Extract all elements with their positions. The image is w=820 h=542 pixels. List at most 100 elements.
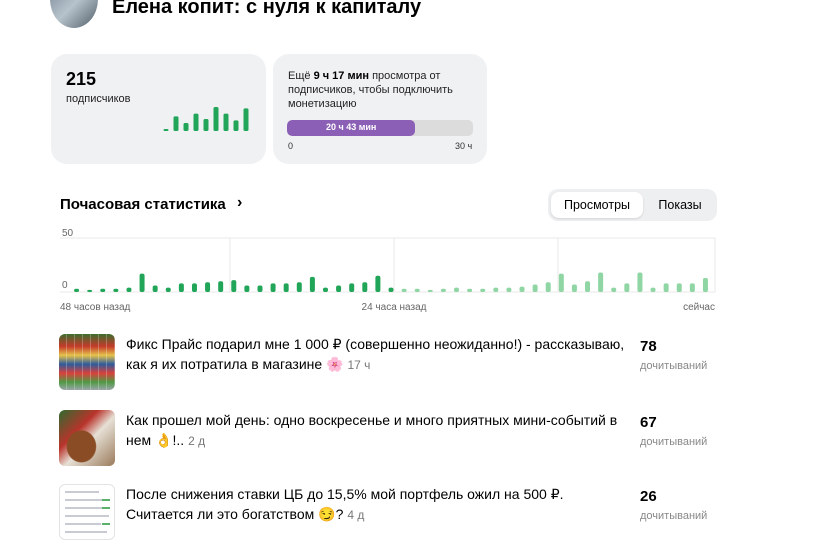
hourly-bar	[624, 283, 630, 292]
hourly-bar	[611, 287, 617, 292]
subscribers-trend-bar	[193, 113, 199, 131]
hourly-bar	[100, 288, 106, 292]
hourly-bar	[349, 283, 355, 292]
article-reads-count: 78	[640, 338, 657, 355]
hourly-bar	[244, 285, 250, 292]
hourly-bar	[231, 280, 237, 292]
hourly-bar	[493, 287, 499, 292]
subscribers-trend-bar	[173, 116, 179, 131]
article-age: 4 д	[347, 508, 365, 522]
article-reads-label: дочитываний	[640, 436, 708, 448]
monetization-progress-label: 20 ч 43 мин	[325, 122, 377, 132]
hourly-bar	[205, 282, 211, 292]
hourly-bar	[663, 283, 669, 292]
hourly-bar	[152, 285, 158, 292]
hourly-bar	[558, 273, 564, 292]
hourly-bar	[585, 281, 591, 292]
monetization-text: Ещё 9 ч 17 мин просмотра от подписчиков,…	[288, 70, 453, 110]
hourly-bar	[506, 287, 512, 292]
article-age: 2 д	[188, 434, 206, 448]
hourly-bar	[401, 288, 407, 292]
hourly-bar	[309, 276, 315, 292]
monetization-progress-fill	[287, 120, 416, 136]
hourly-bar	[113, 288, 119, 292]
monetization-progress-bar: 20 ч 43 мин	[287, 120, 473, 136]
subscribers-trend-bar	[203, 119, 209, 131]
hourly-bar	[178, 283, 184, 292]
hourly-bar	[74, 288, 80, 292]
hourly-bar	[191, 283, 197, 292]
subscribers-trend-bar	[183, 123, 189, 131]
smirk-icon: 😏	[318, 506, 336, 522]
hourly-bar	[519, 286, 525, 292]
hourly-bar	[440, 288, 446, 292]
metric-switch: Просмотры Показы	[548, 189, 717, 221]
chevron-right-icon[interactable]: ›	[237, 194, 243, 211]
article-title[interactable]: Фикс Прайс подарил мне 1 000 ₽ (совершен…	[126, 336, 625, 372]
tab-impressions[interactable]: Показы	[658, 198, 702, 212]
x-tick-label: 48 часов назад	[60, 302, 131, 313]
subscribers-card[interactable]: 215 подписчиков	[51, 54, 266, 164]
hourly-bar	[218, 281, 224, 292]
hourly-bar	[545, 282, 551, 292]
hourly-bar	[322, 287, 328, 292]
hourly-bar	[336, 285, 342, 292]
x-tick-label: 24 часа назад	[362, 302, 427, 313]
article-row[interactable]: Как прошел мой день: одно воскресенье и …	[0, 408, 820, 468]
hourly-bar	[637, 272, 643, 292]
article-thumbnail[interactable]	[59, 334, 115, 390]
subscribers-trend-bar	[243, 108, 249, 131]
y-tick-label: 50	[62, 228, 74, 239]
hourly-bar	[480, 288, 486, 292]
subscribers-count: 215	[66, 69, 97, 89]
article-reads-label: дочитываний	[640, 510, 708, 522]
hourly-bar	[532, 284, 538, 292]
article-row[interactable]: Фикс Прайс подарил мне 1 000 ₽ (совершен…	[0, 332, 820, 392]
hourly-bar	[571, 284, 577, 292]
hourly-bar	[257, 285, 263, 292]
article-title[interactable]: Как прошел мой день: одно воскресенье и …	[126, 412, 618, 448]
article-reads-count: 26	[640, 488, 657, 505]
hourly-bar	[702, 277, 708, 292]
hourly-bar	[689, 283, 695, 292]
hourly-stats-title[interactable]: Почасовая статистика	[60, 196, 226, 213]
hourly-bar	[388, 287, 394, 292]
article-row[interactable]: После снижения ставки ЦБ до 15,5% мой по…	[0, 482, 820, 542]
hourly-bar	[414, 288, 420, 292]
article-thumbnail[interactable]	[59, 484, 115, 540]
subscribers-trend-chart	[163, 107, 249, 131]
hourly-bar	[126, 287, 132, 292]
article-reads-count: 67	[640, 414, 657, 431]
hourly-bar	[454, 287, 460, 292]
article-age: 17 ч	[347, 358, 371, 372]
subscribers-trend-bar	[163, 129, 169, 131]
hourly-bar	[87, 289, 93, 292]
tab-views[interactable]: Просмотры	[551, 192, 643, 218]
hourly-bar	[296, 282, 302, 292]
subscribers-trend-bar	[223, 113, 229, 131]
channel-title: Елена копит: с нуля к капиталу	[112, 0, 422, 18]
ok-hand-icon: 👌	[155, 432, 173, 448]
hourly-bar	[283, 283, 289, 292]
hourly-bar	[270, 283, 276, 292]
subscribers-trend-bar	[233, 120, 239, 131]
hourly-bar	[139, 273, 145, 292]
article-reads-label: дочитываний	[640, 360, 708, 372]
hourly-bar	[467, 288, 473, 292]
article-title[interactable]: После снижения ставки ЦБ до 15,5% мой по…	[126, 486, 564, 522]
channel-avatar[interactable]	[50, 0, 98, 28]
subscribers-label: подписчиков	[66, 93, 131, 105]
hourly-bar	[650, 287, 656, 292]
hourly-bar	[362, 282, 368, 292]
monetization-min-label: 0	[288, 141, 294, 151]
monetization-max-label: 30 ч	[455, 141, 473, 151]
hourly-bar	[165, 287, 171, 292]
monetization-card[interactable]: Ещё 9 ч 17 мин просмотра от подписчиков,…	[273, 54, 487, 164]
hourly-bar	[427, 289, 433, 292]
article-thumbnail[interactable]	[59, 410, 115, 466]
hourly-bar	[375, 275, 381, 292]
hourly-bar	[598, 272, 604, 292]
y-tick-label: 0	[62, 280, 68, 291]
x-tick-label: сейчас	[683, 302, 715, 313]
hourly-chart: 50 0 48 часов назад 24 часа назад сейчас	[60, 228, 716, 313]
